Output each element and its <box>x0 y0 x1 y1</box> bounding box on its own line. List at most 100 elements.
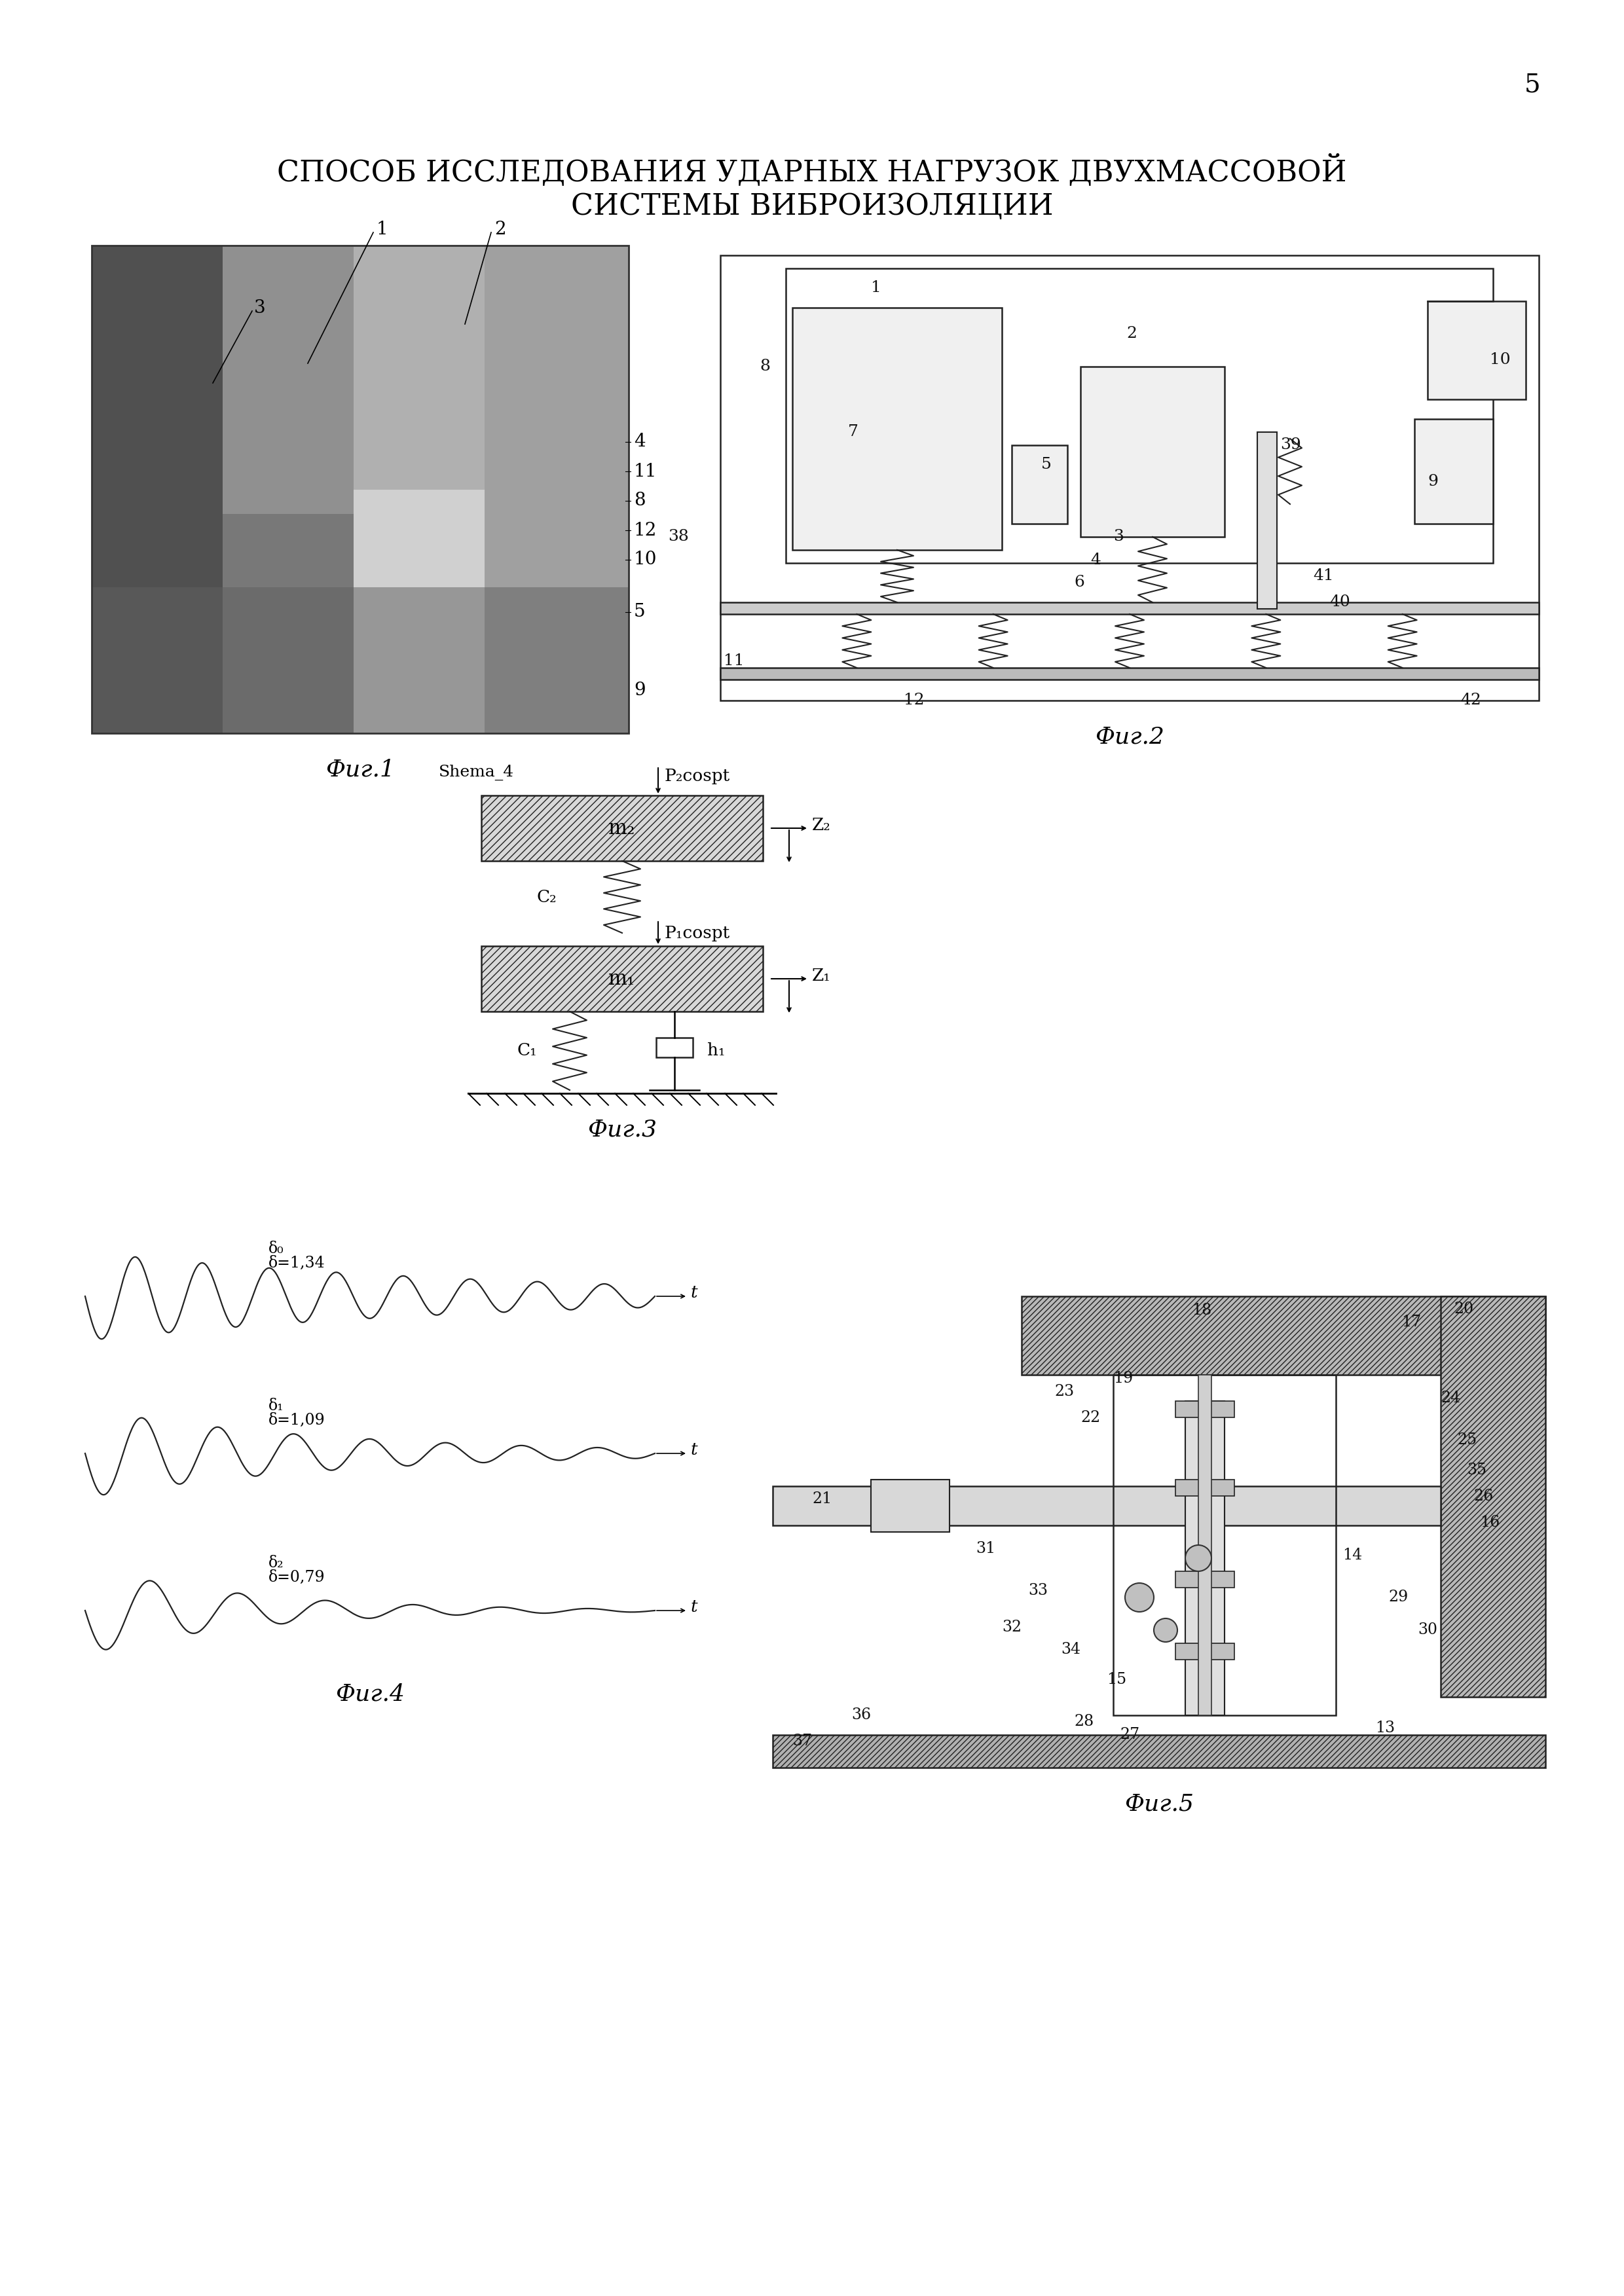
Text: δ₂: δ₂ <box>268 1554 284 1570</box>
Bar <box>1415 418 1492 523</box>
Text: δ=1,09: δ=1,09 <box>268 1412 325 1428</box>
Text: 26: 26 <box>1473 1488 1492 1504</box>
Text: h₁: h₁ <box>706 1042 726 1058</box>
Bar <box>354 489 484 732</box>
Text: 10: 10 <box>633 551 658 569</box>
Text: 41: 41 <box>1312 569 1333 583</box>
Text: Фиг.4: Фиг.4 <box>335 1683 404 1706</box>
Text: 38: 38 <box>667 530 689 544</box>
Text: 9: 9 <box>633 682 645 700</box>
Text: СПОСОБ ИССЛЕДОВАНИЯ УДАРНЫХ НАГРУЗОК ДВУХМАССОВОЙ: СПОСОБ ИССЛЕДОВАНИЯ УДАРНЫХ НАГРУЗОК ДВУ… <box>278 154 1346 186</box>
Bar <box>656 1038 693 1058</box>
Text: 8: 8 <box>633 491 645 510</box>
Text: 39: 39 <box>1280 439 1301 452</box>
Text: 21: 21 <box>812 1492 831 1506</box>
Text: 14: 14 <box>1343 1548 1363 1561</box>
Text: 6: 6 <box>1073 574 1085 590</box>
Text: 11: 11 <box>633 461 658 480</box>
Text: Фиг.5: Фиг.5 <box>1124 1793 1194 1814</box>
Text: 31: 31 <box>976 1541 996 1557</box>
Text: 36: 36 <box>851 1708 870 1722</box>
Text: 12: 12 <box>903 693 924 707</box>
Bar <box>1186 1401 1224 1715</box>
Bar <box>484 246 628 732</box>
Circle shape <box>1125 1582 1153 1612</box>
Bar <box>1012 445 1067 523</box>
Bar <box>1176 1401 1234 1417</box>
Text: 24: 24 <box>1440 1391 1460 1405</box>
Text: 2: 2 <box>1127 326 1137 342</box>
Text: 4: 4 <box>1090 553 1101 567</box>
Bar <box>1176 1570 1234 1587</box>
Bar <box>1199 1375 1212 1715</box>
Text: 17: 17 <box>1402 1316 1421 1329</box>
Text: 3: 3 <box>1112 530 1124 544</box>
Circle shape <box>1153 1619 1177 1642</box>
Text: 9: 9 <box>1427 473 1437 489</box>
Text: 23: 23 <box>1054 1384 1073 1398</box>
Text: 11: 11 <box>724 654 744 668</box>
Text: 33: 33 <box>1028 1584 1047 1598</box>
Text: 25: 25 <box>1457 1433 1476 1449</box>
Bar <box>91 246 628 732</box>
Bar <box>91 246 222 732</box>
Text: 12: 12 <box>633 521 658 540</box>
Text: Z₁: Z₁ <box>812 967 831 983</box>
Text: 5: 5 <box>633 604 645 620</box>
Text: m₁: m₁ <box>609 969 635 990</box>
Text: 4: 4 <box>633 434 645 450</box>
Text: Shema_4: Shema_4 <box>438 765 515 781</box>
Text: Фиг.1: Фиг.1 <box>325 758 395 781</box>
Text: 27: 27 <box>1121 1727 1140 1743</box>
Bar <box>721 668 1540 680</box>
Text: t: t <box>690 1442 698 1458</box>
Bar <box>222 514 354 732</box>
Text: t: t <box>690 1598 698 1616</box>
Bar <box>793 308 1002 551</box>
Bar <box>354 246 484 489</box>
Text: СИСТЕМЫ ВИБРОИЗОЛЯЦИИ: СИСТЕМЫ ВИБРОИЗОЛЯЦИИ <box>570 193 1054 220</box>
Text: 13: 13 <box>1376 1722 1395 1736</box>
Bar <box>773 1486 1440 1525</box>
Text: P₂cospt: P₂cospt <box>664 767 731 783</box>
Bar <box>1427 301 1527 400</box>
Bar <box>1112 1375 1337 1715</box>
Bar <box>721 255 1540 700</box>
Bar <box>481 794 763 861</box>
Text: 18: 18 <box>1192 1304 1212 1318</box>
Text: t: t <box>690 1286 698 1302</box>
Text: δ₀: δ₀ <box>268 1242 284 1256</box>
Text: 1: 1 <box>377 220 388 239</box>
Bar <box>91 246 628 732</box>
Text: 10: 10 <box>1489 354 1510 367</box>
Bar <box>91 588 628 732</box>
Bar <box>1176 1479 1234 1497</box>
Text: C₂: C₂ <box>538 889 557 905</box>
Bar <box>870 1479 950 1531</box>
Bar <box>1176 1644 1234 1660</box>
Text: δ₁: δ₁ <box>268 1398 284 1414</box>
Text: Фиг.3: Фиг.3 <box>588 1118 656 1141</box>
Text: 40: 40 <box>1330 595 1350 611</box>
Text: δ=1,34: δ=1,34 <box>268 1256 325 1270</box>
Text: 22: 22 <box>1080 1410 1101 1426</box>
Bar <box>1257 432 1276 608</box>
Text: C₁: C₁ <box>516 1042 538 1058</box>
Text: 37: 37 <box>793 1733 812 1750</box>
Text: 1: 1 <box>870 280 882 296</box>
Bar <box>222 246 354 514</box>
Bar <box>773 1736 1546 1768</box>
Text: 32: 32 <box>1002 1619 1021 1635</box>
Text: 15: 15 <box>1106 1671 1127 1688</box>
Text: 42: 42 <box>1460 693 1481 707</box>
Text: m₂: m₂ <box>609 817 635 838</box>
Text: δ=0,79: δ=0,79 <box>268 1570 325 1584</box>
Text: 28: 28 <box>1073 1715 1093 1729</box>
Text: 30: 30 <box>1418 1623 1437 1637</box>
Text: 20: 20 <box>1453 1302 1473 1318</box>
Text: 29: 29 <box>1389 1589 1408 1605</box>
Circle shape <box>1186 1545 1212 1570</box>
Text: 35: 35 <box>1466 1463 1486 1476</box>
Text: 7: 7 <box>848 425 859 439</box>
Text: P₁cospt: P₁cospt <box>664 925 731 941</box>
